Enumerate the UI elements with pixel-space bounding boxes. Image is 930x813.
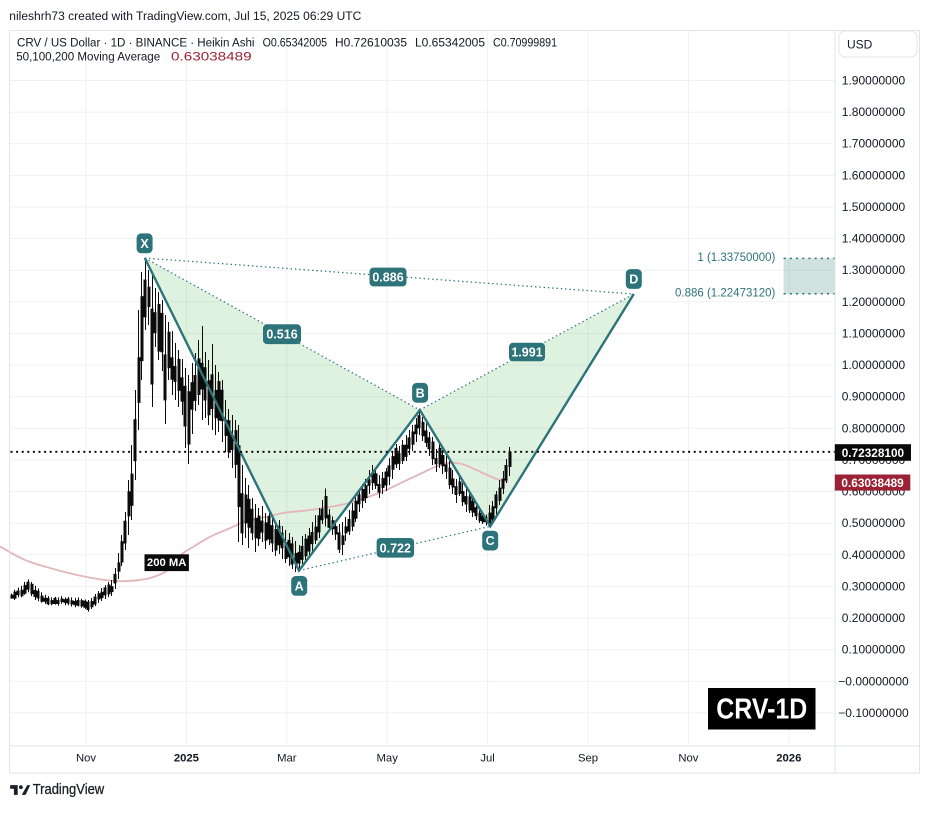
svg-text:1.20000000: 1.20000000: [842, 295, 906, 309]
svg-text:0.886: 0.886: [372, 271, 403, 285]
svg-text:0.20000000: 0.20000000: [842, 611, 906, 625]
svg-text:May: May: [377, 753, 399, 765]
svg-text:0.63038489: 0.63038489: [841, 476, 904, 490]
svg-text:0.30000000: 0.30000000: [842, 579, 906, 593]
svg-text:1.50000000: 1.50000000: [842, 200, 906, 214]
svg-text:50,100,200 Moving Average: 50,100,200 Moving Average: [16, 50, 160, 64]
svg-text:0.80000000: 0.80000000: [842, 421, 906, 435]
svg-text:C0.70999891: C0.70999891: [493, 36, 557, 50]
svg-text:X: X: [140, 237, 149, 251]
svg-text:TradingView: TradingView: [33, 782, 105, 798]
svg-text:0.516: 0.516: [266, 328, 297, 342]
svg-text:0.90000000: 0.90000000: [842, 390, 906, 404]
svg-text:200 MA: 200 MA: [147, 557, 187, 569]
svg-text:2025: 2025: [174, 753, 199, 765]
svg-text:C: C: [486, 534, 495, 548]
svg-text:1 (1.33750000): 1 (1.33750000): [697, 252, 775, 264]
svg-text:0.63038489: 0.63038489: [171, 50, 252, 64]
svg-text:H0.72610035: H0.72610035: [335, 36, 407, 50]
svg-text:1.00000000: 1.00000000: [842, 358, 906, 372]
svg-text:Nov: Nov: [678, 753, 698, 765]
svg-text:Sep: Sep: [578, 753, 598, 765]
svg-text:L0.65342005: L0.65342005: [415, 36, 485, 50]
svg-text:0.40000000: 0.40000000: [842, 548, 906, 562]
svg-text:1.70000000: 1.70000000: [842, 137, 906, 151]
svg-text:0.722: 0.722: [380, 541, 411, 555]
svg-text:1.90000000: 1.90000000: [842, 74, 906, 88]
svg-text:Mar: Mar: [277, 753, 297, 765]
svg-text:1.40000000: 1.40000000: [842, 232, 906, 246]
svg-text:1.60000000: 1.60000000: [842, 168, 906, 182]
svg-text:1.80000000: 1.80000000: [842, 105, 906, 119]
svg-text:1.991: 1.991: [511, 346, 542, 360]
svg-text:B: B: [416, 386, 425, 400]
svg-text:−0.00000000: −0.00000000: [838, 674, 909, 688]
svg-text:2026: 2026: [776, 753, 801, 765]
svg-text:Jul: Jul: [480, 753, 494, 765]
svg-text:D: D: [629, 273, 638, 287]
svg-text:CRV-1D: CRV-1D: [716, 694, 807, 726]
svg-text:0.50000000: 0.50000000: [842, 516, 906, 530]
svg-text:0.886 (1.22473120): 0.886 (1.22473120): [675, 288, 776, 300]
svg-text:1.30000000: 1.30000000: [842, 263, 906, 277]
svg-text:1.10000000: 1.10000000: [842, 327, 906, 341]
svg-text:O0.65342005: O0.65342005: [263, 36, 328, 50]
svg-text:CRV / US Dollar · 1D · BINANCE: CRV / US Dollar · 1D · BINANCE · Heikin …: [17, 36, 255, 50]
svg-text:nileshrh73 created with Tradin: nileshrh73 created with TradingView.com,…: [9, 9, 361, 23]
svg-text:Nov: Nov: [76, 753, 96, 765]
svg-text:A: A: [295, 579, 304, 593]
svg-text:0.10000000: 0.10000000: [842, 643, 906, 657]
svg-text:0.72328100: 0.72328100: [842, 446, 905, 460]
svg-text:USD: USD: [847, 37, 873, 51]
svg-text:−0.10000000: −0.10000000: [838, 706, 909, 720]
